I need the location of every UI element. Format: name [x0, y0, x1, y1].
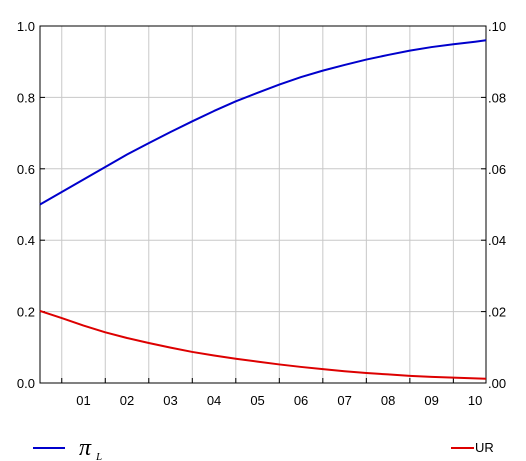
x-tick-label: 03 — [163, 393, 177, 408]
left-axis: 0.0 0.2 0.4 0.6 0.8 1.0 — [17, 19, 45, 391]
x-tick-label: 05 — [250, 393, 264, 408]
x-tick-label: 09 — [424, 393, 438, 408]
left-tick-label: 0.0 — [17, 376, 35, 391]
right-tick-label: .00 — [488, 376, 506, 391]
x-axis: 01 02 03 04 05 06 07 08 09 10 — [61, 378, 482, 408]
x-tick-label: 04 — [207, 393, 221, 408]
right-axis: .00 .02 .04 .06 .08 .10 — [481, 19, 506, 391]
x-tick-label: 02 — [120, 393, 134, 408]
legend-label-pi-subscript: L — [95, 451, 102, 461]
right-tick-label: .04 — [488, 233, 506, 248]
legend-label-pi: π — [79, 435, 92, 461]
x-tick-label: 10 — [468, 393, 482, 408]
series-line-ur — [39, 309, 487, 380]
series-lines — [39, 39, 487, 380]
plot-background — [40, 26, 486, 383]
x-tick-label: 07 — [337, 393, 351, 408]
x-tick-label: 01 — [76, 393, 90, 408]
left-tick-label: 0.6 — [17, 162, 35, 177]
x-tick-label: 06 — [294, 393, 308, 408]
x-tick-label: 08 — [381, 393, 395, 408]
legend: π L UR — [33, 435, 494, 461]
left-tick-label: 0.2 — [17, 305, 35, 320]
series-line-pi — [39, 39, 487, 206]
legend-label-ur: UR — [475, 440, 494, 455]
right-tick-label: .08 — [488, 90, 506, 105]
right-tick-label: .10 — [488, 19, 506, 34]
left-tick-label: 0.8 — [17, 90, 35, 105]
grid-lines — [40, 26, 486, 383]
left-tick-label: 1.0 — [17, 19, 35, 34]
left-tick-label: 0.4 — [17, 233, 35, 248]
right-tick-label: .02 — [488, 305, 506, 320]
right-tick-label: .06 — [488, 162, 506, 177]
